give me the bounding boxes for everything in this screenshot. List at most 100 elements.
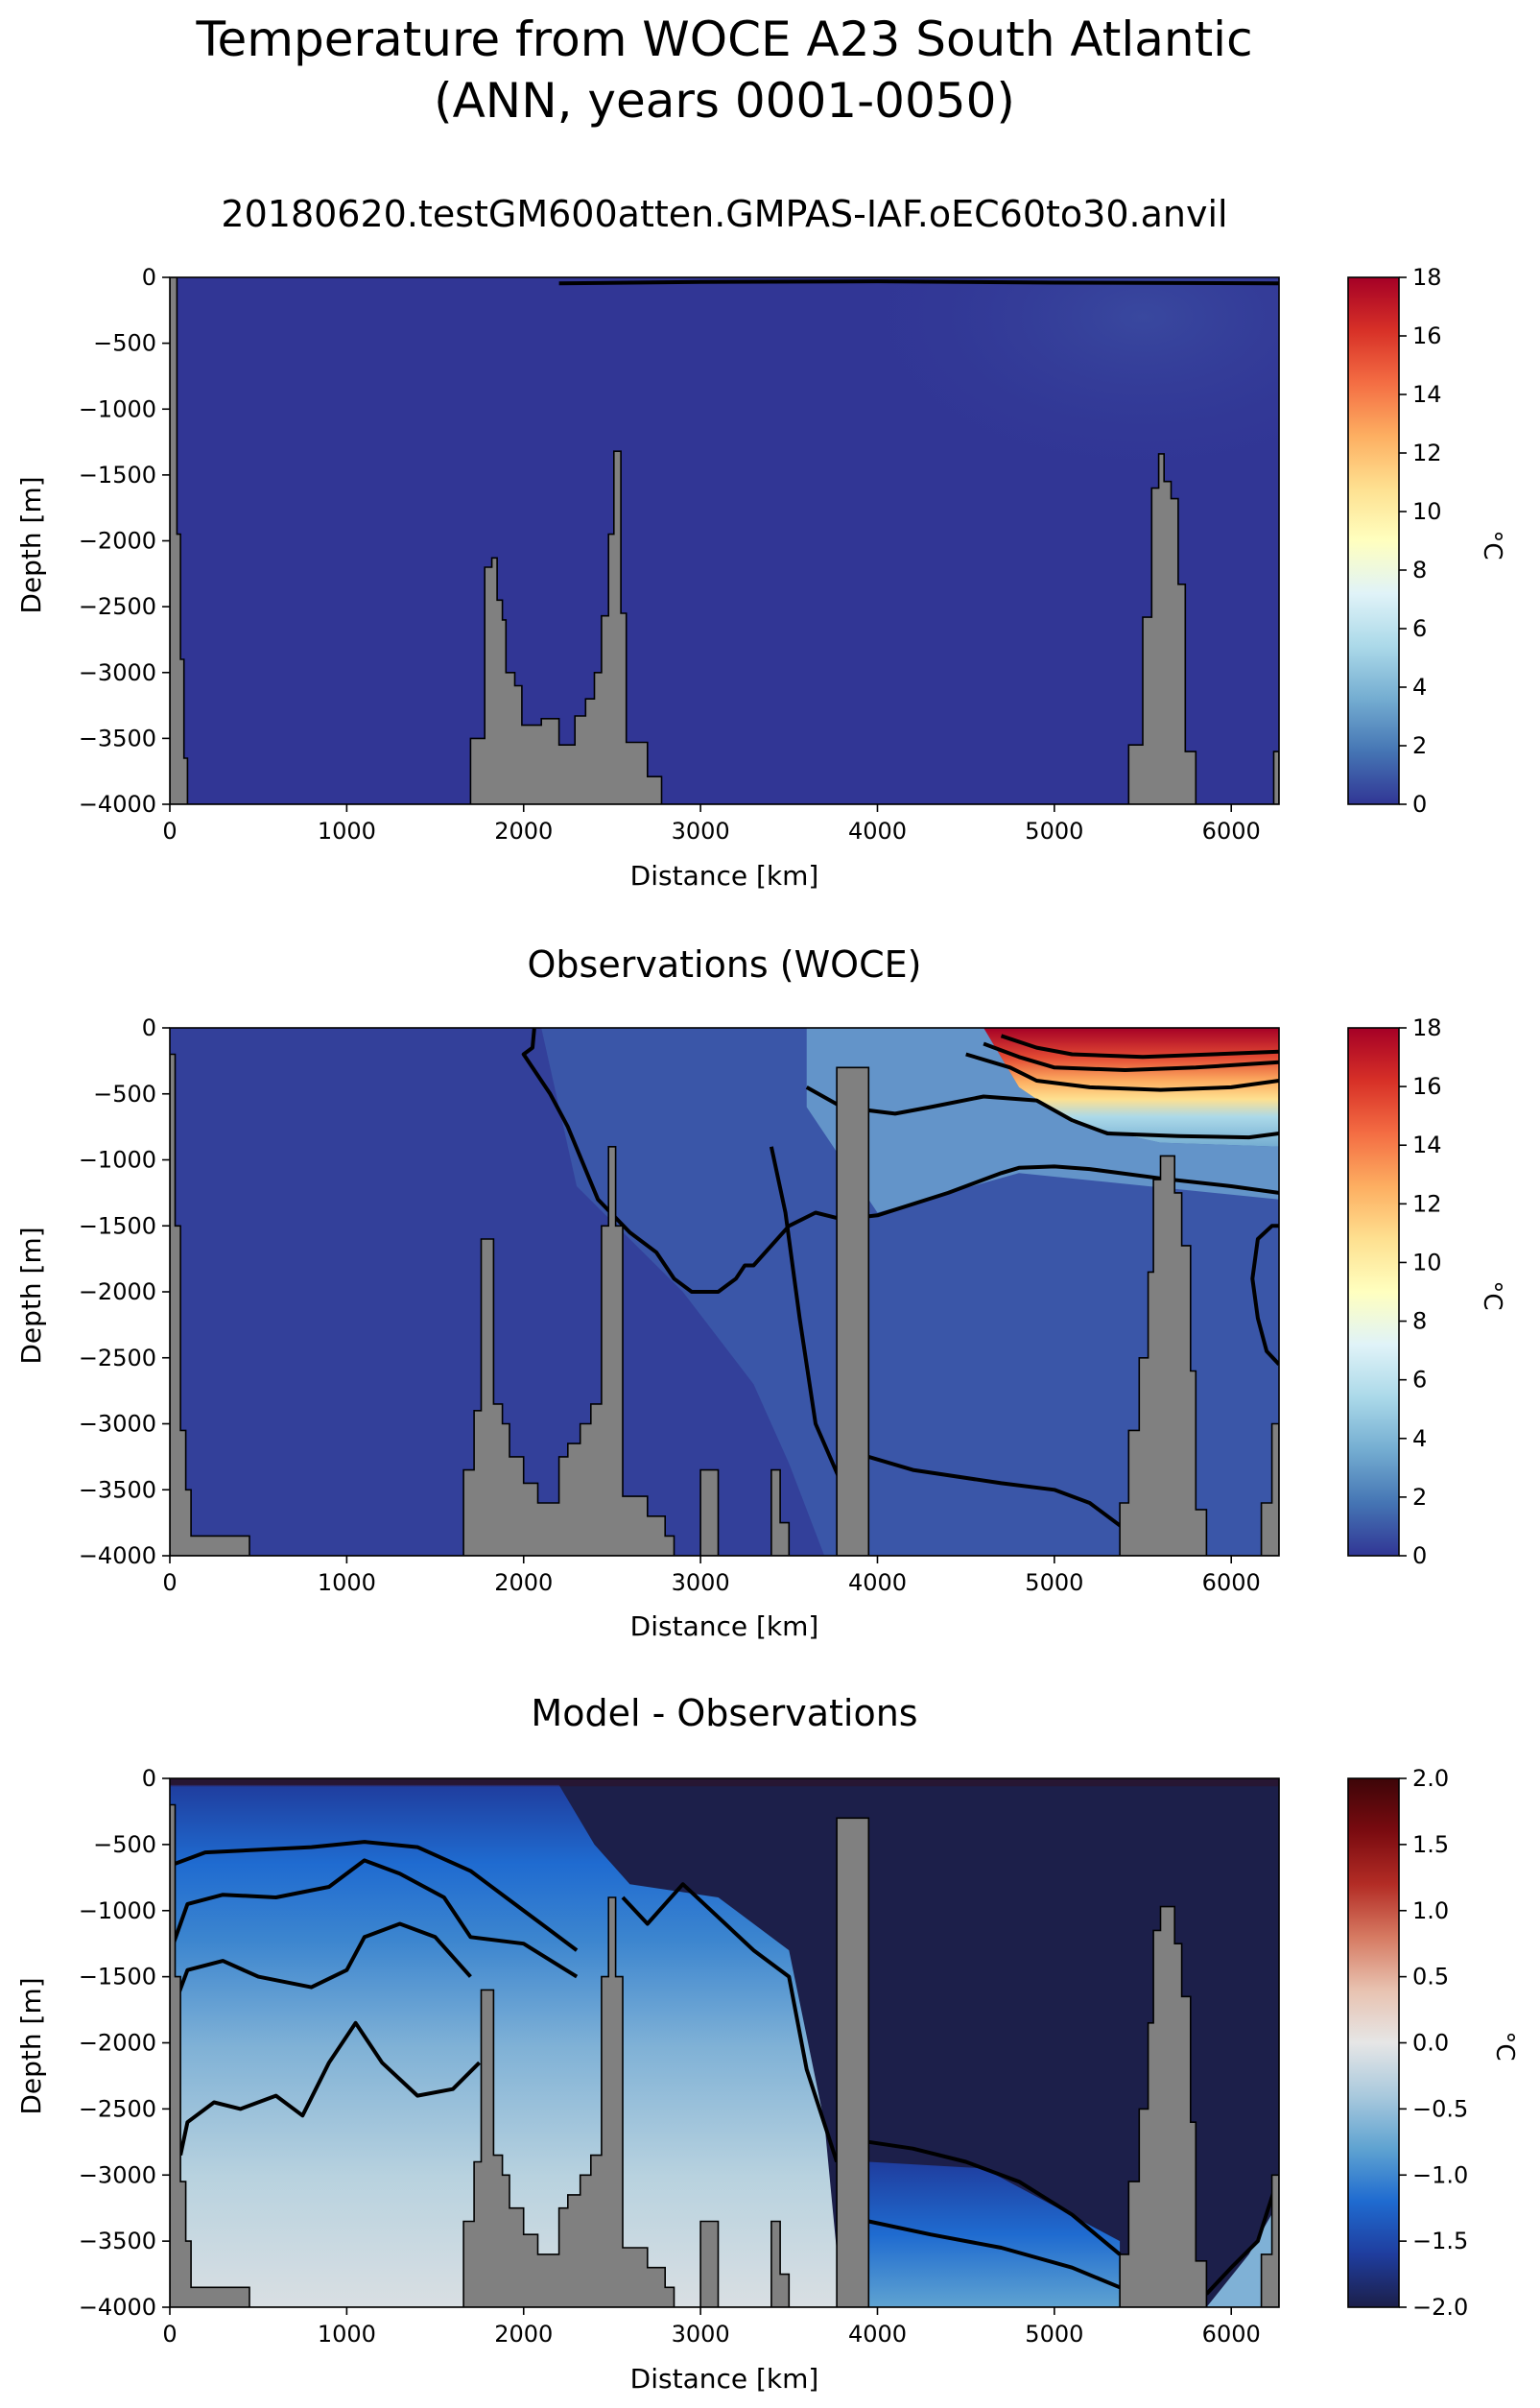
colorbar-label: °C bbox=[1478, 1280, 1506, 1310]
contour-line bbox=[621, 1882, 840, 2163]
x-tick-label: 4000 bbox=[848, 818, 907, 845]
y-tick-label: 0 bbox=[142, 1014, 156, 1041]
colorbar-tick-label: 1.0 bbox=[1412, 1897, 1449, 1924]
x-axis-label: Distance [km] bbox=[630, 1610, 819, 1642]
colorbar bbox=[1347, 1777, 1400, 2308]
y-tick-label: −1000 bbox=[79, 1897, 156, 1924]
x-tick-label: 1000 bbox=[318, 2321, 376, 2348]
colorbar-tick-label: 10 bbox=[1412, 498, 1442, 525]
contour-line bbox=[965, 1052, 1279, 1092]
colorbar-tick-label: 14 bbox=[1412, 1132, 1442, 1158]
x-axis-label: Distance [km] bbox=[630, 2363, 819, 2395]
x-tick-label: 3000 bbox=[672, 818, 730, 845]
y-axis-label: Depth [m] bbox=[15, 476, 47, 613]
panel-model: 20180620.testGM600atten.GMPAS-IAF.oEC60t… bbox=[15, 193, 1506, 892]
colorbar-tick-label: 6 bbox=[1412, 615, 1427, 642]
y-tick-label: −3500 bbox=[79, 725, 156, 751]
y-tick-label: −500 bbox=[93, 1831, 156, 1858]
colorbar-tick-label: −1.5 bbox=[1412, 2228, 1468, 2254]
colorbar bbox=[1347, 276, 1400, 805]
colorbar-tick-label: 2.0 bbox=[1412, 1765, 1449, 1792]
colorbar-tick-label: 8 bbox=[1412, 557, 1427, 584]
x-tick-label: 2000 bbox=[494, 818, 553, 845]
panel-observations: Observations (WOCE) Depth [m] Distance [… bbox=[15, 943, 1506, 1642]
x-tick-label: 0 bbox=[162, 818, 177, 845]
x-tick-label: 5000 bbox=[1025, 2321, 1083, 2348]
colorbar-tick-label: 6 bbox=[1412, 1367, 1427, 1394]
bathymetry bbox=[170, 1803, 1279, 2307]
y-tick-label: −1500 bbox=[79, 1964, 156, 1991]
field-surface-layer bbox=[170, 1778, 1279, 1787]
x-tick-label: 2000 bbox=[494, 2321, 553, 2348]
contour-line bbox=[983, 1041, 1279, 1072]
bathymetry bbox=[170, 277, 1279, 804]
field-warm-patch bbox=[836, 277, 1279, 490]
contour-line bbox=[521, 1028, 1279, 1294]
y-tick-label: −3500 bbox=[79, 2228, 156, 2254]
plot-area bbox=[170, 277, 1279, 804]
colorbar-label: °C bbox=[1490, 2031, 1519, 2061]
x-tick-label: 1000 bbox=[318, 1569, 376, 1596]
figure-suptitle-line2: (ANN, years 0001-0050) bbox=[434, 73, 1015, 129]
figure-suptitle-line1: Temperature from WOCE A23 South Atlantic bbox=[195, 12, 1252, 67]
panel-title: 20180620.testGM600atten.GMPAS-IAF.oEC60t… bbox=[221, 193, 1227, 235]
colorbar-tick-label: 16 bbox=[1412, 1073, 1442, 1100]
contour-line bbox=[1204, 2174, 1279, 2296]
y-tick-label: −2500 bbox=[79, 593, 156, 620]
colorbar-tick-label: 14 bbox=[1412, 381, 1442, 408]
colorbar-tick-label: 2 bbox=[1412, 732, 1427, 759]
colorbar-tick-label: 18 bbox=[1412, 264, 1442, 291]
y-tick-label: −500 bbox=[93, 330, 156, 357]
colorbar-tick-label: 18 bbox=[1412, 1014, 1442, 1041]
field-west-basin bbox=[170, 1784, 842, 2307]
colorbar bbox=[1347, 1027, 1400, 1557]
y-tick-label: −1500 bbox=[79, 462, 156, 489]
contour-line bbox=[1250, 1224, 1279, 1366]
colorbar-tick-label: 0.0 bbox=[1412, 2030, 1449, 2057]
colorbar-tick-label: 8 bbox=[1412, 1308, 1427, 1335]
y-tick-label: −2000 bbox=[79, 2030, 156, 2057]
x-tick-label: 4000 bbox=[848, 2321, 907, 2348]
y-axis-label: Depth [m] bbox=[15, 1227, 47, 1364]
colorbar-tick-label: 1.5 bbox=[1412, 1831, 1449, 1858]
colorbar-tick-label: −2.0 bbox=[1412, 2294, 1468, 2321]
y-tick-label: −500 bbox=[93, 1081, 156, 1108]
x-axis-label: Distance [km] bbox=[630, 860, 819, 892]
contour-line bbox=[867, 1454, 1126, 1532]
y-tick-label: −2000 bbox=[79, 1278, 156, 1305]
y-tick-label: −3500 bbox=[79, 1476, 156, 1503]
x-tick-label: 0 bbox=[162, 1569, 177, 1596]
x-tick-label: 6000 bbox=[1202, 818, 1261, 845]
x-tick-label: 5000 bbox=[1025, 1569, 1083, 1596]
colorbar-tick-label: 4 bbox=[1412, 674, 1427, 701]
y-tick-label: −4000 bbox=[79, 791, 156, 818]
x-tick-label: 0 bbox=[162, 2321, 177, 2348]
contour-line bbox=[171, 1858, 579, 1979]
colorbar-tick-label: −0.5 bbox=[1412, 2095, 1468, 2122]
x-tick-label: 6000 bbox=[1202, 1569, 1261, 1596]
contour-line bbox=[173, 1921, 472, 2004]
contour-line bbox=[867, 2219, 1121, 2290]
contour-line bbox=[1000, 1034, 1279, 1060]
x-tick-label: 3000 bbox=[672, 2321, 730, 2348]
colorbar-tick-label: 2 bbox=[1412, 1484, 1427, 1511]
y-tick-label: 0 bbox=[142, 264, 156, 291]
colorbar-label: °C bbox=[1478, 530, 1506, 560]
y-tick-label: −2000 bbox=[79, 528, 156, 555]
colorbar-tick-label: 0 bbox=[1412, 791, 1427, 818]
y-tick-label: −3000 bbox=[79, 2161, 156, 2188]
panel-title: Observations (WOCE) bbox=[528, 943, 922, 986]
colorbar-tick-label: 0.5 bbox=[1412, 1964, 1449, 1991]
colorbar-tick-label: 12 bbox=[1412, 440, 1442, 466]
y-tick-label: −3000 bbox=[79, 659, 156, 686]
colorbar-tick-label: 0 bbox=[1412, 1542, 1427, 1569]
colorbar-tick-label: 10 bbox=[1412, 1249, 1442, 1276]
y-tick-label: −1500 bbox=[79, 1212, 156, 1239]
y-tick-label: −4000 bbox=[79, 1542, 156, 1569]
contour-line bbox=[178, 2020, 482, 2157]
colorbar-tick-label: 4 bbox=[1412, 1425, 1427, 1452]
y-tick-label: −4000 bbox=[79, 2294, 156, 2321]
y-tick-label: −2500 bbox=[79, 1345, 156, 1371]
